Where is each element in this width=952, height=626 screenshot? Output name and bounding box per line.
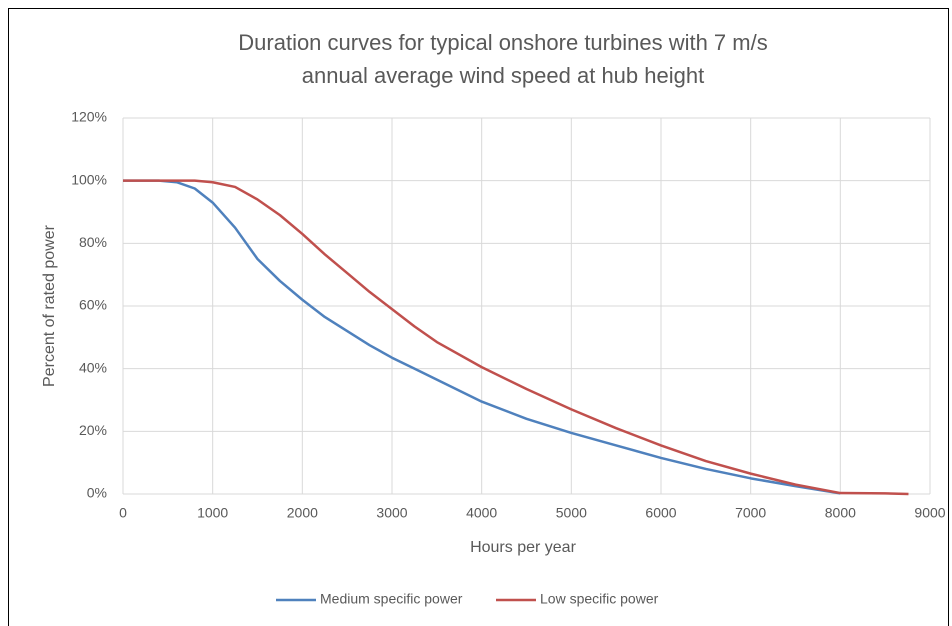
x-axis-label: Hours per year [470,539,576,556]
y-axis-label: Percent of rated power [41,224,58,387]
x-tick-label: 6000 [645,505,676,521]
x-tick-label: 0 [119,505,127,521]
legend-label: Low specific power [540,591,659,607]
x-tick-label: 5000 [556,505,587,521]
x-tick-label: 9000 [914,505,945,521]
y-tick-label: 100% [71,171,107,187]
x-tick-label: 8000 [825,505,856,521]
chart-border [8,8,949,626]
y-tick-label: 40% [79,359,107,375]
x-tick-label: 7000 [735,505,766,521]
y-tick-label: 20% [79,422,107,438]
y-tick-label: 80% [79,234,107,250]
x-tick-label: 1000 [197,505,228,521]
chart-title: Duration curves for typical onshore turb… [238,30,768,88]
series-line [123,179,841,495]
y-tick-label: 60% [79,297,107,313]
y-tick-label: 120% [71,109,107,125]
x-tick-label: 3000 [376,505,407,521]
legend-label: Medium specific power [320,591,463,607]
y-tick-label: 0% [87,485,107,501]
x-tick-label: 4000 [466,505,497,521]
series-line [123,179,909,496]
x-tick-label: 2000 [287,505,318,521]
